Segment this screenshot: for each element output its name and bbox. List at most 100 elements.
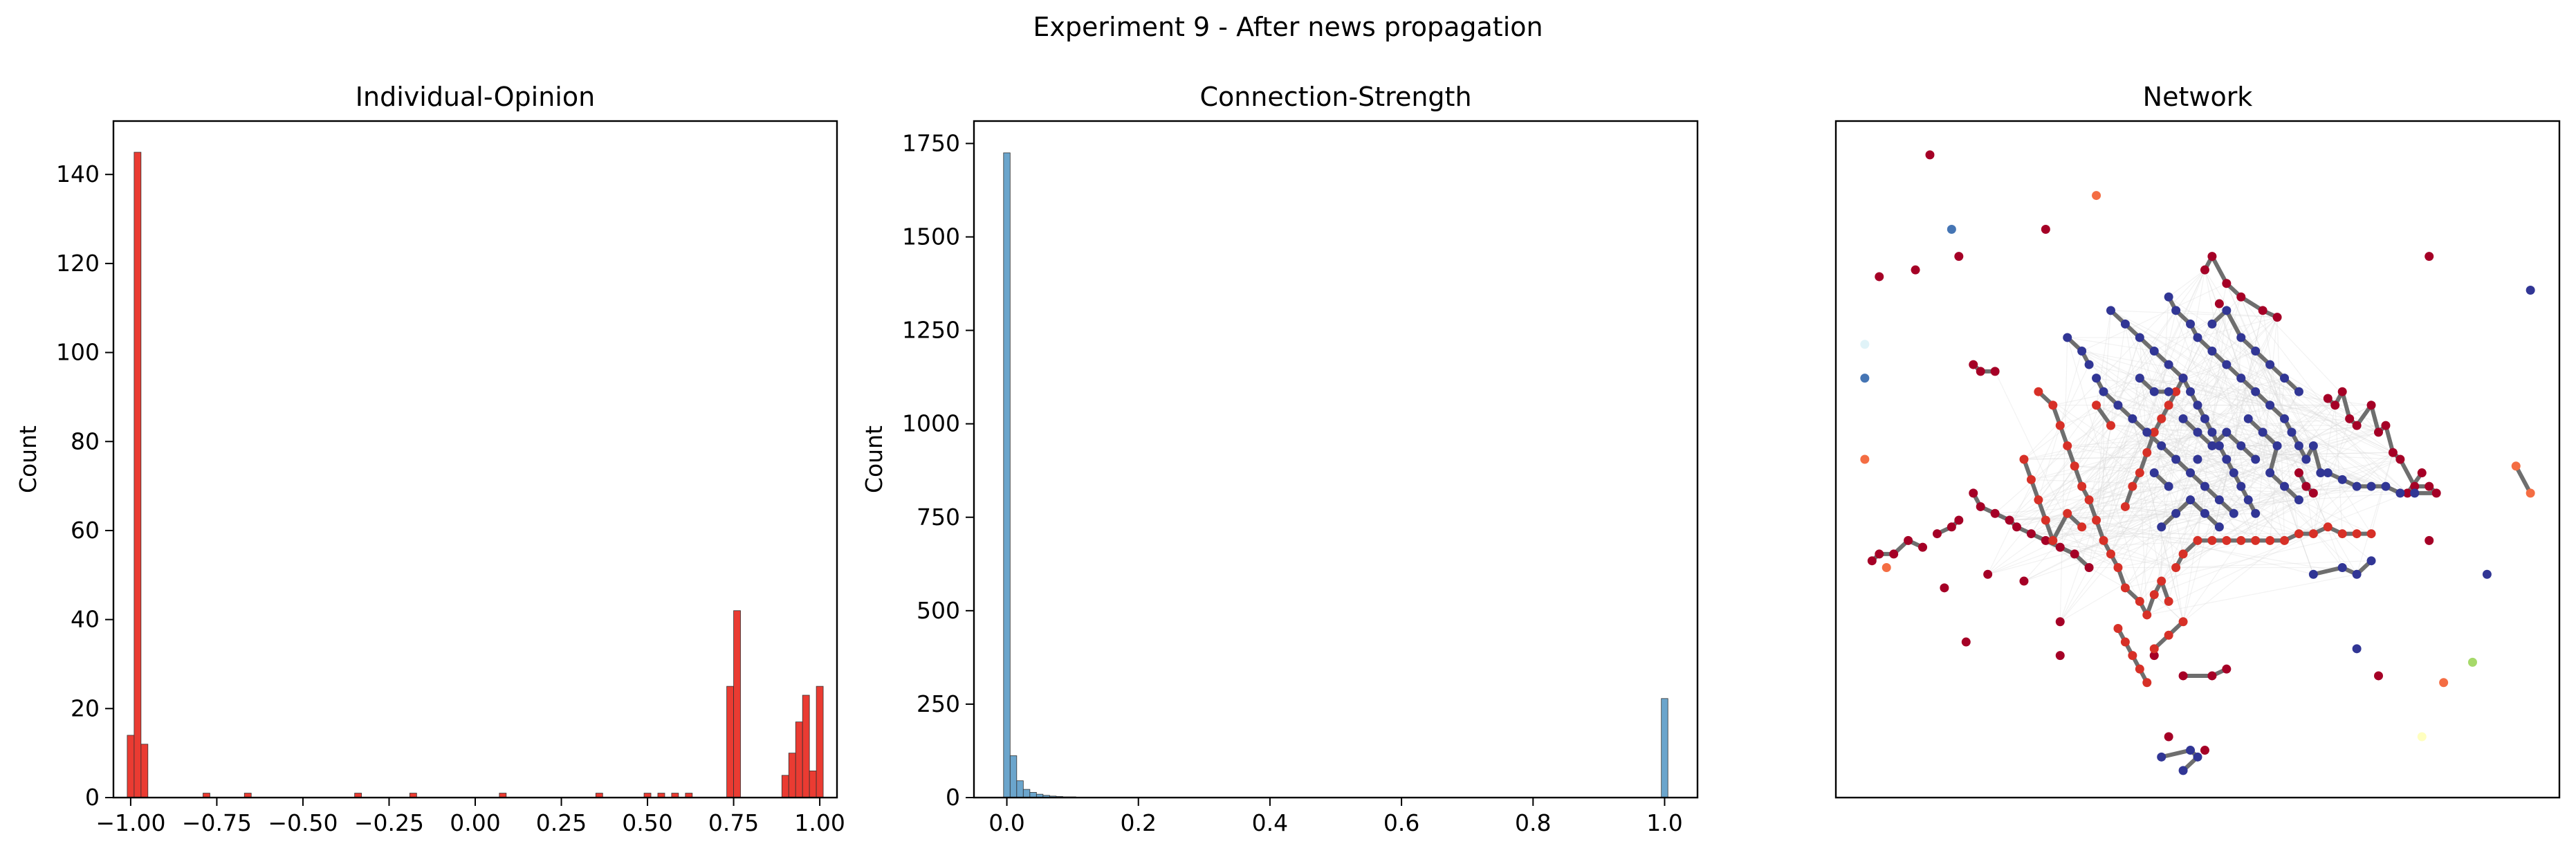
network-node <box>2135 333 2144 342</box>
weak-edge <box>2110 364 2227 555</box>
weak-edge <box>2081 351 2213 446</box>
network-node <box>2055 421 2065 430</box>
weak-edge <box>2103 378 2140 541</box>
weak-edge <box>2197 310 2227 405</box>
weak-edge <box>2161 459 2177 527</box>
weak-edge <box>2161 418 2408 494</box>
network-node <box>2149 644 2159 654</box>
x-tick-label: 0.4 <box>1252 809 1288 836</box>
network-node <box>2157 752 2166 762</box>
weak-edge <box>2023 486 2307 582</box>
weak-edge <box>2139 459 2198 602</box>
network-node <box>2135 664 2144 674</box>
weak-edge <box>2023 452 2393 460</box>
weak-edge <box>2052 520 2097 541</box>
weak-edge <box>2052 378 2184 406</box>
network-node <box>1860 454 1870 464</box>
network-node <box>2207 535 2217 545</box>
weak-edge <box>2023 452 2393 460</box>
x-tick-label: −0.25 <box>354 809 424 836</box>
network-node <box>2186 746 2196 755</box>
network-node <box>2171 454 2181 464</box>
weak-edge <box>2067 445 2299 514</box>
weak-edge <box>2356 452 2393 575</box>
weak-edge <box>2038 391 2256 541</box>
weak-edge <box>2197 337 2314 494</box>
panel-individual-opinion: −1.00 −0.75 −0.50 −0.25 0.00 0.25 0.50 0.75 1.00… <box>15 82 845 836</box>
weak-edge <box>2088 499 2176 568</box>
weak-edge <box>2226 364 2386 426</box>
weak-edge <box>2023 269 2205 460</box>
network-node <box>1976 367 1985 376</box>
network-node <box>2034 495 2043 505</box>
weak-edge <box>2175 310 2271 473</box>
network-node <box>2337 562 2347 572</box>
network-node <box>2294 529 2303 539</box>
weak-edge <box>2110 310 2408 494</box>
weak-edge <box>2081 526 2111 555</box>
network-node <box>2316 468 2326 478</box>
weak-edge <box>2081 350 2270 406</box>
weak-edge <box>2298 533 2314 575</box>
network-node <box>2019 576 2029 586</box>
weak-edge <box>2088 337 2140 500</box>
weak-edge <box>2371 452 2393 534</box>
network-node <box>2164 292 2173 302</box>
network-node <box>1911 265 1920 275</box>
x-tick-label: 0.50 <box>622 809 672 836</box>
weak-edge <box>2182 324 2213 378</box>
network-node <box>2294 441 2303 450</box>
network-node <box>1875 272 1884 282</box>
network-node <box>2178 414 2188 423</box>
network-node <box>2374 428 2383 437</box>
histogram-bar <box>140 744 149 798</box>
network-node <box>2258 306 2267 315</box>
panel-2-plot-area: 0.0 0.2 0.4 0.6 0.8 1.0 0 250 500 750 1000 1250 1500… <box>902 129 1683 836</box>
weak-edge <box>2168 405 2278 447</box>
network-node <box>1860 374 1870 383</box>
network-node <box>2128 414 2137 423</box>
histogram-bar <box>1009 755 1018 798</box>
weak-edge <box>2096 378 2270 406</box>
x-tick-label: −0.50 <box>268 809 338 836</box>
network-node <box>2186 468 2196 478</box>
network-node <box>2128 651 2137 661</box>
network-node <box>1882 562 1891 572</box>
weak-edge <box>2241 378 2285 541</box>
panel-1-axes-frame <box>112 120 838 799</box>
weak-edge <box>2067 513 2314 575</box>
network-node <box>2511 461 2521 471</box>
weak-edge <box>2081 350 2299 392</box>
network-node <box>2120 319 2130 329</box>
network-node <box>2142 448 2152 457</box>
network-node <box>2294 468 2303 478</box>
network-node <box>2280 481 2290 491</box>
weak-edge <box>2204 486 2220 528</box>
strong-edge <box>2383 423 2395 455</box>
network-node <box>2222 360 2232 369</box>
weak-edge <box>2197 425 2386 541</box>
x-tick-label: 0.0 <box>988 809 1024 836</box>
network-node <box>2207 671 2217 681</box>
network-node <box>2149 468 2159 478</box>
weak-edge <box>2146 364 2270 453</box>
strong-edge <box>2311 443 2323 475</box>
weak-edge <box>2125 506 2176 514</box>
weak-edge <box>2226 350 2256 365</box>
x-tick-label: 0.00 <box>450 809 500 836</box>
network-node <box>2157 576 2166 586</box>
strong-edge <box>2311 565 2345 577</box>
weak-edge <box>2168 486 2198 541</box>
network-node <box>1990 367 2000 376</box>
network-node <box>2526 286 2535 295</box>
network-node <box>2352 644 2362 654</box>
network-node <box>2214 522 2224 532</box>
weak-edge <box>2234 459 2401 514</box>
histogram-bar <box>795 721 803 798</box>
weak-edge <box>2283 391 2299 419</box>
network-node <box>2280 414 2290 423</box>
network-node <box>2092 191 2101 201</box>
weak-edge <box>2247 405 2271 500</box>
network-node <box>1969 488 1978 498</box>
weak-edge <box>2226 283 2292 433</box>
